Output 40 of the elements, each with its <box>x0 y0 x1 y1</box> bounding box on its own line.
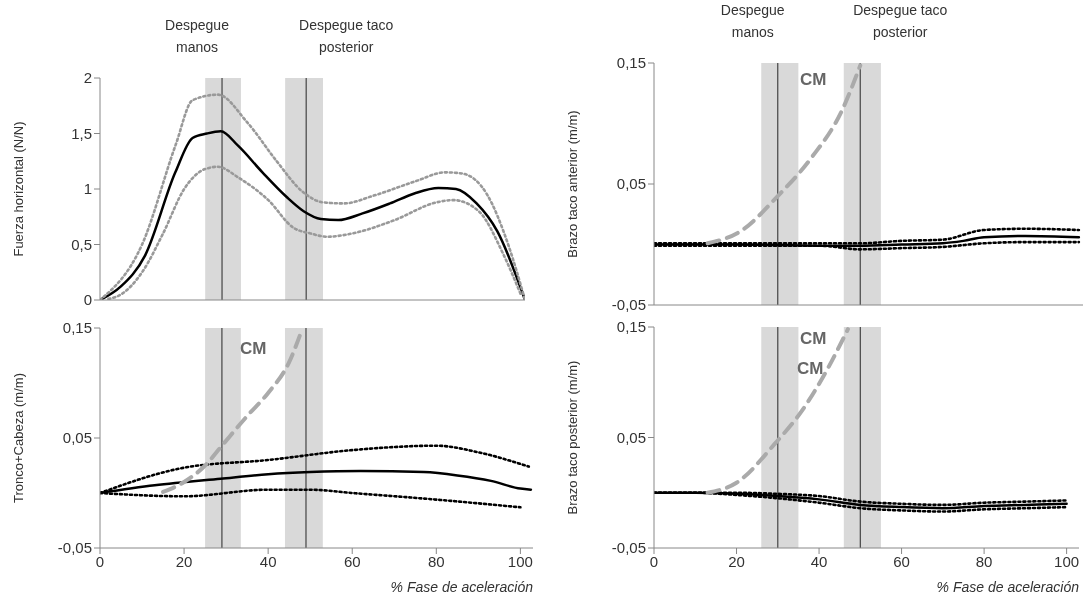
y-axis-title: Fuerza horizontal (N/N) <box>10 121 26 257</box>
y-tick-label: 0,15 <box>616 54 646 72</box>
ref-line-label: Despegue manos <box>720 2 785 40</box>
y-tick-label: 0,15 <box>616 318 646 336</box>
y-tick-label: 0,5 <box>71 235 92 253</box>
y-tick-label: -0,05 <box>611 539 646 557</box>
ref-line-label: Despegue manos <box>165 17 230 55</box>
annotation: CM <box>240 339 267 359</box>
x-tick-label: 60 <box>343 552 361 570</box>
y-tick-label: 0 <box>83 291 92 309</box>
y-tick-label: -0,05 <box>611 296 646 314</box>
x-tick-label: 20 <box>728 552 745 570</box>
x-axis-title: % Fase de aceleración <box>936 579 1080 592</box>
x-tick-label: 80 <box>427 552 445 570</box>
x-tick-label: 100 <box>1054 552 1080 570</box>
y-tick-label: 1 <box>83 180 92 198</box>
x-tick-label: 100 <box>507 552 533 570</box>
y-tick-label: 0,05 <box>616 428 646 446</box>
y-axis-title: Brazo taco anterior (m/m) <box>564 110 580 258</box>
x-tick-label: 40 <box>259 552 277 570</box>
y-tick-label: 0,05 <box>616 175 646 193</box>
x-tick-label: 0 <box>649 552 659 570</box>
x-tick-label: 60 <box>893 552 910 570</box>
annotation: CM <box>800 329 827 349</box>
y-tick-label: 2 <box>83 69 92 87</box>
x-tick-label: 80 <box>975 552 993 570</box>
ref-line-label: Despegue taco posterior <box>853 2 948 40</box>
x-tick-label: 20 <box>175 552 193 570</box>
annotation: CM <box>800 70 827 90</box>
y-tick-label: 0,05 <box>62 429 92 447</box>
y-tick-label: -0,05 <box>57 539 92 557</box>
y-axis-title: Tronco+Cabeza (m/m) <box>10 373 26 503</box>
annotation: CM <box>797 359 824 379</box>
y-tick-label: 0,15 <box>62 319 92 337</box>
y-tick-label: 1,5 <box>71 124 92 142</box>
x-axis-title: % Fase de aceleración <box>390 579 534 592</box>
y-axis-title: Brazo taco posterior (m/m) <box>564 360 580 515</box>
ref-line-label: Despegue taco posterior <box>299 17 394 55</box>
x-tick-label: 40 <box>810 552 828 570</box>
x-tick-label: 0 <box>95 552 105 570</box>
